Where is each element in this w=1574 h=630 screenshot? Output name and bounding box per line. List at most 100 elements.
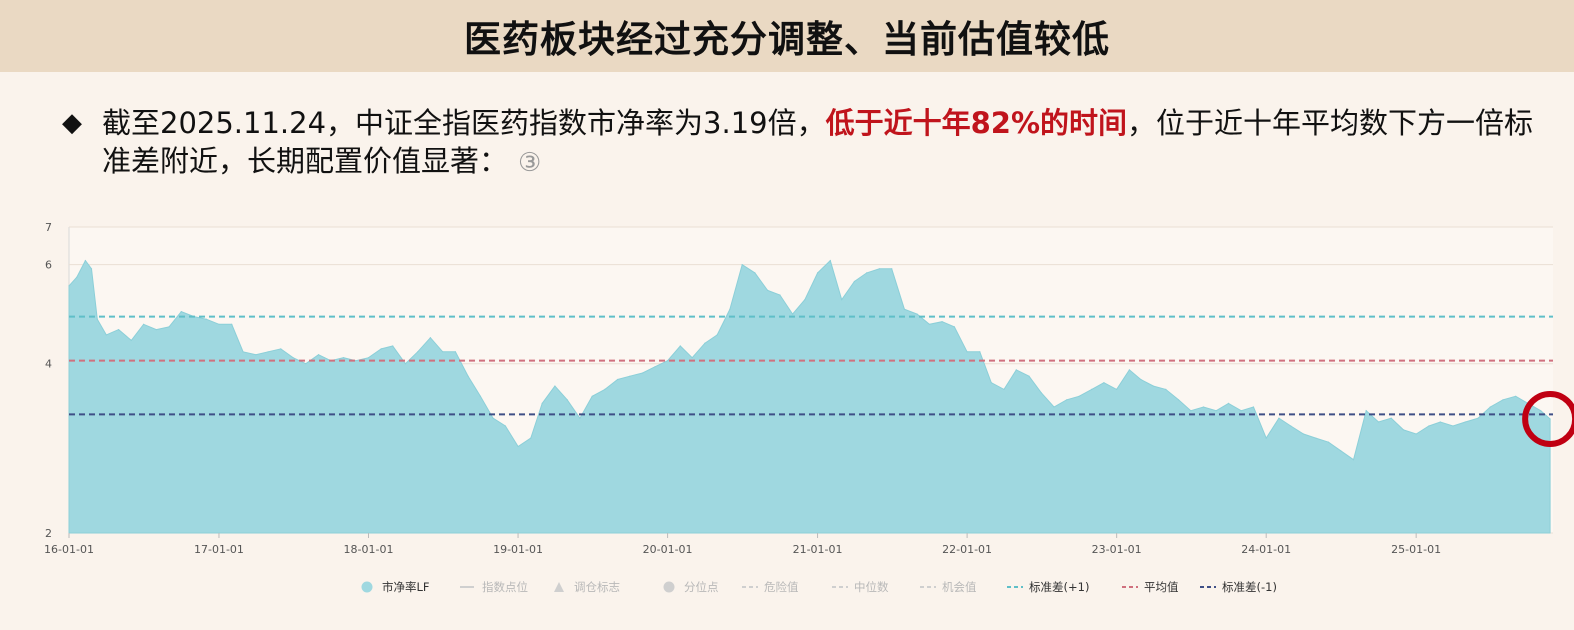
legend-symbol-circle xyxy=(361,581,373,593)
data-point xyxy=(990,382,992,384)
data-point xyxy=(767,289,769,291)
x-tick-label: 18-01-01 xyxy=(344,543,394,556)
legend-item: 机会值 xyxy=(920,580,977,594)
x-axis: 16-01-01 17-01-01 18-01-01 19-01-01 20-01-01… xyxy=(44,533,1441,556)
data-point xyxy=(878,268,881,270)
header-banner: 医药板块经过充分调整、当前估值较低 xyxy=(0,0,1574,72)
data-point xyxy=(566,399,568,401)
data-point xyxy=(367,357,370,359)
data-point xyxy=(355,360,357,362)
x-tick-label: 16-01-01 xyxy=(44,543,94,556)
highlight-circle-marker xyxy=(1522,390,1574,447)
data-point xyxy=(1290,425,1292,427)
data-point xyxy=(168,326,170,328)
legend-label: 危险值 xyxy=(764,580,799,594)
legend-label: 指数点位 xyxy=(482,580,528,594)
data-point xyxy=(1103,382,1105,384)
page-title: 医药板块经过充分调整、当前估值较低 xyxy=(464,18,1110,61)
data-point xyxy=(143,323,145,325)
data-point xyxy=(853,280,856,283)
bullet-text-post: ，位于近十年平均数下方一倍标准差附近，长期配置价值显著： xyxy=(102,106,1534,178)
data-point xyxy=(380,348,382,350)
data-point xyxy=(1215,410,1217,412)
data-point xyxy=(1252,406,1255,408)
y-tick-label: 4 xyxy=(45,358,52,371)
data-point xyxy=(442,351,444,353)
data-point xyxy=(1227,402,1230,404)
data-point xyxy=(1003,388,1005,390)
data-point xyxy=(1265,437,1267,439)
legend-item: 危险值 xyxy=(742,580,799,594)
data-point xyxy=(218,323,220,325)
legend-item: 调仓标志 xyxy=(554,580,620,594)
data-point xyxy=(68,285,70,287)
data-point xyxy=(1040,392,1042,394)
x-tick-label: 19-01-01 xyxy=(493,543,543,556)
legend-item: 指数点位 xyxy=(460,580,528,594)
data-point xyxy=(804,299,806,301)
legend-symbol-triangle xyxy=(554,582,564,592)
y-tick-label: 7 xyxy=(45,221,52,234)
data-point xyxy=(76,276,78,278)
data-point xyxy=(691,357,693,359)
data-point xyxy=(779,294,781,296)
legend-label: 机会值 xyxy=(942,580,977,594)
data-point xyxy=(1015,369,1017,371)
data-point xyxy=(891,268,893,270)
data-point xyxy=(1165,388,1167,390)
data-point xyxy=(1515,395,1517,397)
legend-label: 市净率LF xyxy=(382,580,430,594)
data-point xyxy=(754,272,756,274)
data-point xyxy=(642,372,644,374)
data-point xyxy=(404,363,406,365)
data-point xyxy=(504,425,506,427)
data-point xyxy=(342,357,345,359)
data-point xyxy=(1489,406,1491,408)
data-point xyxy=(267,351,269,353)
bullet-text-block: ◆ 截至2025.11.24，中证全指医药指数市净率为3.19倍，低于近十年82… xyxy=(62,104,1557,182)
data-point xyxy=(579,417,581,419)
x-tick-label: 24-01-01 xyxy=(1241,543,1291,556)
bullet-text-highlight: 低于近十年82%的时间 xyxy=(825,106,1128,140)
data-point xyxy=(1390,417,1392,419)
x-tick-label: 20-01-01 xyxy=(643,543,693,556)
legend-symbol-circle xyxy=(663,581,675,593)
data-point xyxy=(617,378,619,381)
legend-item: 平均值 xyxy=(1122,580,1179,594)
y-tick-label: 2 xyxy=(45,527,52,540)
data-point xyxy=(654,366,656,368)
data-point xyxy=(716,334,718,336)
data-point xyxy=(1549,418,1551,420)
data-point xyxy=(417,351,419,353)
legend-label: 平均值 xyxy=(1144,580,1179,594)
data-point xyxy=(180,311,182,313)
data-point xyxy=(1278,417,1280,419)
x-tick-label: 25-01-01 xyxy=(1391,543,1441,556)
x-tick-label: 17-01-01 xyxy=(194,543,244,556)
data-point xyxy=(1439,421,1441,423)
data-point xyxy=(1502,399,1504,401)
data-point xyxy=(667,360,669,362)
data-point xyxy=(704,342,706,344)
data-point xyxy=(1152,385,1155,387)
data-point xyxy=(1377,421,1380,423)
reference-lines xyxy=(69,315,1553,416)
legend-label: 中位数 xyxy=(854,580,889,594)
legend-item: 分位点 xyxy=(663,580,719,594)
data-point xyxy=(1402,429,1405,431)
data-point xyxy=(1078,395,1080,397)
data-point xyxy=(242,351,244,353)
bullet-text-pre: 截至2025.11.24，中证全指医药指数市净率为3.19倍， xyxy=(102,106,826,140)
data-point xyxy=(866,272,868,274)
y-tick-label: 6 xyxy=(45,259,52,272)
circle-number-icon: ③ xyxy=(518,148,542,178)
data-point xyxy=(1327,441,1330,443)
data-point xyxy=(130,339,132,341)
legend-label: 标准差(-1) xyxy=(1222,580,1277,594)
data-point xyxy=(1116,388,1118,390)
data-point xyxy=(1415,433,1417,435)
data-point xyxy=(554,385,556,387)
data-point xyxy=(118,329,120,331)
data-point xyxy=(454,351,456,353)
data-point xyxy=(679,345,681,347)
